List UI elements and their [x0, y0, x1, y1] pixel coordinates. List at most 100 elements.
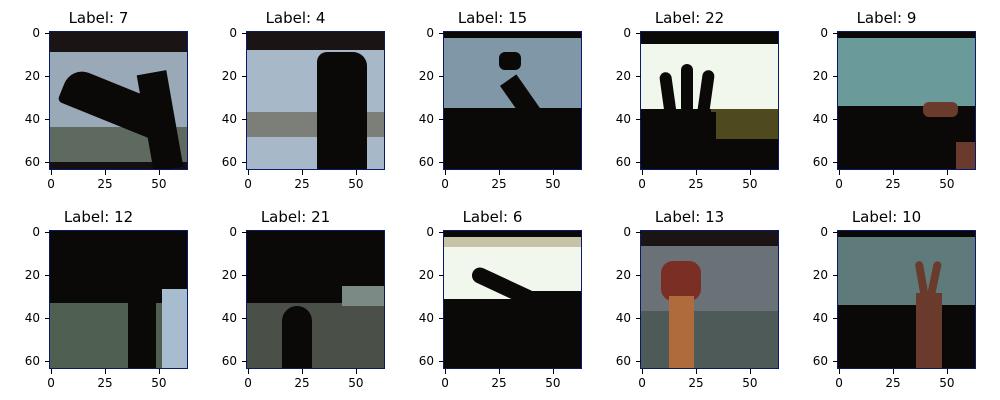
- x-axis-tick: [51, 170, 53, 175]
- y-tick-label: 40: [24, 311, 40, 326]
- x-tick-label: 25: [491, 376, 507, 390]
- x-axis-tick: [498, 369, 500, 374]
- x-axis-tick: [355, 369, 357, 374]
- y-tick-label: 60: [812, 354, 828, 369]
- x-axis-tick: [301, 369, 303, 374]
- x-tick-label: 25: [885, 376, 901, 390]
- hand-gesture-image: [444, 32, 582, 170]
- x-tick-label: 0: [244, 376, 252, 390]
- x-axis-tick: [355, 170, 357, 175]
- y-axis-tick: [636, 76, 641, 78]
- x-tick-label: 25: [97, 177, 113, 191]
- y-tick-label: 40: [24, 112, 40, 127]
- y-tick-label: 0: [426, 225, 434, 240]
- image-panel: Label: 15 0 20 40 60 0 25 50: [394, 0, 591, 198]
- x-tick-label: 0: [441, 177, 449, 191]
- x-tick-label: 50: [742, 376, 758, 390]
- panel-title: Label: 6: [462, 208, 523, 226]
- y-axis-tick: [636, 162, 641, 164]
- y-axis-tick: [636, 275, 641, 277]
- x-tick-label: 25: [294, 376, 310, 390]
- x-axis-tick: [946, 170, 948, 175]
- y-tick-label: 20: [418, 69, 434, 84]
- y-axis-tick: [45, 232, 50, 234]
- x-tick-label: 50: [151, 177, 167, 191]
- y-axis-tick: [636, 119, 641, 121]
- panel-title: Label: 7: [68, 9, 129, 27]
- y-tick-label: 60: [221, 354, 237, 369]
- y-axis-tick: [439, 232, 444, 234]
- y-tick-label: 60: [615, 354, 631, 369]
- x-axis-tick: [158, 170, 160, 175]
- x-axis-tick: [445, 369, 447, 374]
- x-axis-tick: [248, 369, 250, 374]
- hand-gesture-image: [247, 32, 385, 170]
- hand-gesture-image: [641, 32, 779, 170]
- y-axis-tick: [45, 33, 50, 35]
- x-axis-tick: [158, 369, 160, 374]
- hand-gesture-image: [444, 231, 582, 369]
- y-tick-label: 0: [229, 225, 237, 240]
- y-axis-tick: [833, 232, 838, 234]
- y-axis-tick: [45, 275, 50, 277]
- image-panel: Label: 4 0 20 40 60 0 25 50: [197, 0, 394, 198]
- y-tick-label: 0: [426, 26, 434, 41]
- image-panel: Label: 10 0 20 40 60 0 25 50: [788, 199, 985, 397]
- x-axis-tick: [552, 170, 554, 175]
- hand-gesture-image: [641, 231, 779, 369]
- y-tick-label: 60: [418, 155, 434, 170]
- y-axis-tick: [636, 318, 641, 320]
- y-tick-label: 0: [229, 26, 237, 41]
- y-axis-tick: [242, 318, 247, 320]
- hand-gesture-image: [50, 231, 188, 369]
- x-axis-tick: [642, 170, 644, 175]
- y-axis-tick: [242, 275, 247, 277]
- y-tick-label: 60: [24, 354, 40, 369]
- image-panel: Label: 7 0 20 40 60 0 25 50: [0, 0, 197, 198]
- x-tick-label: 25: [688, 177, 704, 191]
- y-axis-tick: [242, 76, 247, 78]
- x-tick-label: 50: [348, 177, 364, 191]
- y-tick-label: 60: [24, 155, 40, 170]
- x-axis-tick: [892, 369, 894, 374]
- panel-title: Label: 9: [856, 9, 917, 27]
- y-tick-label: 0: [623, 26, 631, 41]
- x-axis-tick: [839, 170, 841, 175]
- y-axis-tick: [439, 162, 444, 164]
- image-panel: Label: 9 0 20 40 60 0 25 50: [788, 0, 985, 198]
- y-axis-tick: [242, 33, 247, 35]
- x-tick-label: 0: [835, 177, 843, 191]
- x-axis-tick: [301, 170, 303, 175]
- x-axis-tick: [51, 369, 53, 374]
- y-axis-tick: [45, 162, 50, 164]
- y-axis-tick: [636, 33, 641, 35]
- y-axis-tick: [636, 361, 641, 363]
- x-tick-label: 50: [939, 376, 955, 390]
- panel-title: Label: 15: [457, 9, 528, 27]
- y-tick-label: 20: [812, 69, 828, 84]
- y-axis-tick: [636, 232, 641, 234]
- y-tick-label: 20: [812, 268, 828, 283]
- y-tick-label: 20: [24, 268, 40, 283]
- y-tick-label: 20: [418, 268, 434, 283]
- y-axis-tick: [45, 119, 50, 121]
- y-axis-tick: [242, 119, 247, 121]
- panel-title: Label: 4: [265, 9, 326, 27]
- x-axis-tick: [695, 369, 697, 374]
- y-axis-tick: [439, 119, 444, 121]
- x-axis-tick: [445, 170, 447, 175]
- x-axis-tick: [498, 170, 500, 175]
- y-tick-label: 40: [615, 112, 631, 127]
- y-tick-label: 60: [615, 155, 631, 170]
- y-tick-label: 0: [32, 225, 40, 240]
- y-axis-tick: [242, 361, 247, 363]
- x-tick-label: 25: [294, 177, 310, 191]
- x-tick-label: 0: [835, 376, 843, 390]
- x-tick-label: 50: [151, 376, 167, 390]
- x-tick-label: 50: [742, 177, 758, 191]
- y-axis-tick: [45, 76, 50, 78]
- x-tick-label: 25: [491, 177, 507, 191]
- y-axis-tick: [439, 361, 444, 363]
- hand-gesture-image: [247, 231, 385, 369]
- x-axis-tick: [552, 369, 554, 374]
